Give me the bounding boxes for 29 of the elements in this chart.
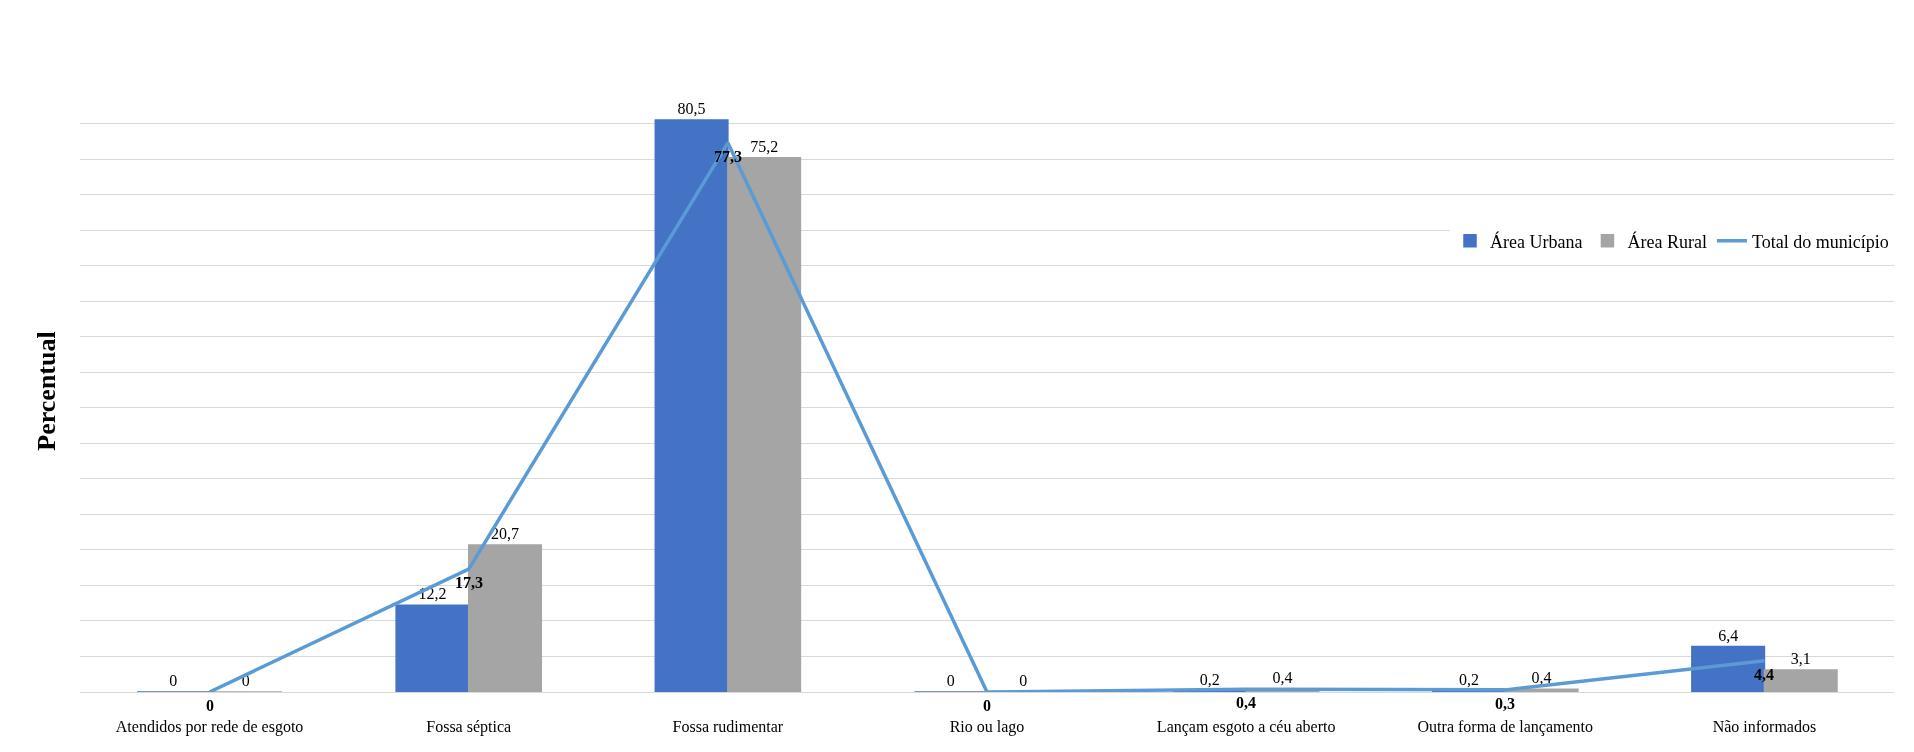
data-label: 17,3 — [455, 574, 483, 591]
data-label: 6,4 — [1718, 626, 1739, 644]
x-tick-label: Lançam esgoto a céu aberto — [1156, 718, 1336, 737]
x-tick-label: Fossa séptica — [426, 718, 512, 737]
data-label: 0,2 — [1199, 670, 1220, 688]
legend-label: Área Rural — [1627, 230, 1707, 252]
data-label: 77,3 — [714, 148, 742, 165]
data-label: 0 — [206, 697, 214, 714]
x-tick-label: Fossa rudimentar — [672, 718, 784, 736]
data-label: 3,1 — [1790, 649, 1811, 667]
data-label: 0,3 — [1495, 695, 1515, 712]
data-label: 80,5 — [677, 100, 706, 118]
data-label: 0 — [983, 697, 991, 714]
data-label: 0,2 — [1459, 670, 1480, 688]
data-label: 4,4 — [1754, 666, 1774, 683]
x-tick-label: Rio ou lago — [949, 718, 1025, 737]
legend-label: Área Urbana — [1490, 230, 1583, 252]
data-label: 0 — [946, 672, 955, 689]
data-label: 0 — [169, 672, 178, 689]
x-tick-label: Outra forma de lançamento — [1417, 718, 1594, 737]
data-label: 0 — [1019, 672, 1028, 689]
y-axis-title: Percentual — [32, 331, 62, 451]
data-label: 0,4 — [1236, 694, 1256, 711]
legend-label: Total do município — [1751, 231, 1889, 252]
x-tick-label: Não informados — [1712, 718, 1817, 736]
data-label: 75,2 — [750, 137, 779, 155]
data-label: 0,4 — [1272, 669, 1293, 687]
data-label: 0,4 — [1531, 669, 1552, 687]
x-tick-label: Atendidos por rede de esgoto — [115, 718, 304, 737]
